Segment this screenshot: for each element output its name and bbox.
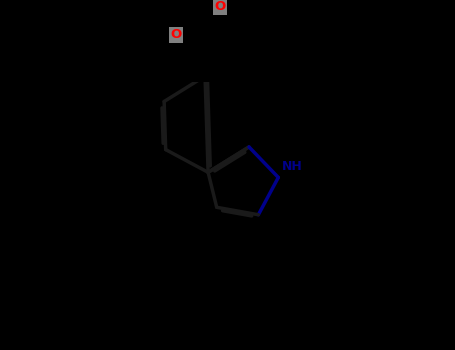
Text: NH: NH [282,160,303,173]
Text: O: O [171,28,182,41]
Text: O: O [214,0,226,13]
